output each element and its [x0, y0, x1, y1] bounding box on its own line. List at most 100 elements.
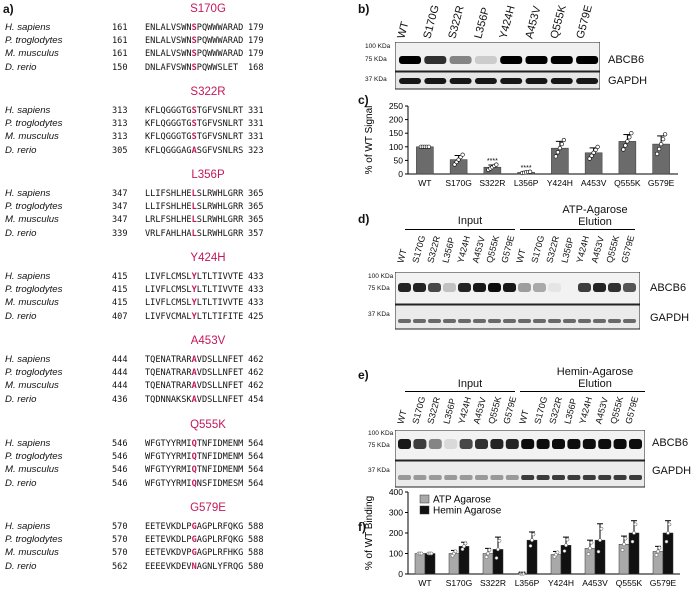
bar-q555k [628, 532, 640, 575]
species-name: M. musculus [5, 297, 59, 309]
lane-label: WT [395, 20, 412, 40]
d-lane-label: WT [395, 247, 409, 264]
mutated-residue: N [191, 561, 197, 572]
gapdh-band [503, 319, 516, 323]
gapdh-band [444, 475, 458, 480]
kda-100-marker: 100 KDa [365, 43, 391, 50]
species-name: D. rerio [5, 61, 37, 73]
panel-label-e: e) [358, 368, 369, 382]
residue-start: 150 [112, 62, 128, 73]
atp-agarose-title: ATP-Agarose [562, 204, 628, 216]
species-name: H. sapiens [5, 22, 51, 33]
kda-100-marker-e: 100 KDa [368, 430, 394, 437]
data-point [632, 531, 636, 535]
residue-start: 546 [112, 465, 128, 476]
abcb6-band [563, 283, 576, 292]
data-point [528, 169, 533, 174]
bar-a453v [594, 539, 606, 575]
data-point [659, 141, 664, 147]
y-tick-label: 200 [389, 528, 403, 538]
d-lane-label: L356P [559, 236, 576, 264]
lane-label: S170G [420, 3, 442, 41]
elution-bracket-e [520, 391, 645, 392]
abcb6-band [424, 56, 447, 64]
d-lane-label: S322R [425, 234, 442, 264]
data-point [657, 146, 662, 152]
d-lane-label: L356P [440, 236, 457, 264]
species-name: D. rerio [5, 477, 37, 489]
y-tick-label: 150 [389, 128, 403, 138]
d-lane-label: Q555K [603, 234, 621, 264]
data-point [588, 546, 592, 551]
mutated-residue: L [191, 202, 197, 213]
residue-end: 454 [248, 394, 264, 405]
mutated-residue: S [191, 36, 197, 47]
abcb6-band [428, 439, 442, 449]
sequence: VRLFAHLHALSLRWHLGRR [145, 228, 244, 239]
hemin-agarose-title: Hemin-Agarose [556, 366, 634, 378]
data-point [562, 549, 567, 553]
species-name: D. rerio [5, 560, 37, 572]
y-tick-label: 0 [398, 569, 403, 579]
abcb6-band [475, 439, 488, 449]
gapdh-band [576, 78, 599, 84]
bar-q555k [618, 544, 630, 575]
species-name: P. troglodytes [5, 451, 63, 463]
gapdh-band [629, 475, 642, 480]
data-point [553, 154, 558, 159]
lane-label: S322R [446, 4, 467, 41]
sequence: ENLALVSWNSPQWWWARAD [145, 36, 244, 47]
data-point [655, 151, 660, 156]
residue-end: 365 [248, 189, 264, 199]
mutation-title-l356p: L356P [191, 169, 225, 181]
mutated-residue: Y [191, 311, 197, 322]
mutated-residue: A [191, 145, 197, 156]
data-point [419, 551, 424, 556]
gapdh-band [459, 475, 473, 480]
residue-start: 161 [112, 36, 128, 47]
data-point [633, 522, 638, 527]
sequence: LIVFVCMALYLTLTIFITE [145, 311, 244, 322]
abcb6-label-e: ABCB6 [652, 437, 689, 449]
abcb6-band [582, 439, 596, 449]
e-lane-label: S170G [532, 395, 550, 425]
abcb6-band [536, 439, 550, 449]
species-name: M. musculus [5, 214, 59, 226]
bar-a453v [584, 548, 596, 575]
bar-wt [414, 553, 426, 575]
sequence: WFGTYYRMIQTNFIDMENM [145, 465, 244, 476]
bar-g579e [662, 532, 674, 575]
abcb6-label-d: ABCB6 [650, 282, 687, 294]
y-axis-label: % of WT Signal [364, 106, 375, 175]
abcb6-label: ABCB6 [608, 54, 645, 66]
sequence: WFGTYYRMIQTNFIDMENM [145, 439, 244, 449]
mutation-title-s322r: S322R [190, 86, 226, 98]
e-lane-label: Y424H [456, 395, 473, 425]
data-point [627, 135, 632, 140]
x-tick-label: S170G [445, 178, 471, 188]
gapdh-band [608, 319, 621, 323]
sequence: LIVFLCMSLYLTLTIVVTE [145, 298, 244, 309]
residue-start: 570 [112, 548, 128, 559]
abcb6-band [548, 283, 561, 292]
x-tick-label: A453V [582, 578, 608, 588]
data-point [657, 546, 662, 550]
abcb6-band [629, 439, 642, 449]
species-name: P. troglodytes [5, 35, 63, 47]
y-tick-label: 0 [398, 169, 403, 179]
residue-end: 433 [248, 272, 264, 282]
gapdh-band [536, 475, 550, 480]
input-label-e: Input [457, 378, 483, 390]
abcb6-band [578, 283, 591, 292]
x-tick-label: Y424H [547, 178, 573, 188]
mutated-residue: L [191, 189, 197, 199]
elution-label-e: Elution [578, 378, 612, 390]
sequence: KFLQGGGTGSTGFVSNLRT [145, 106, 244, 116]
gapdh-band [552, 475, 565, 480]
elution-bracket-d [520, 229, 635, 230]
e-lane-label: A453V [592, 396, 610, 425]
residue-start: 444 [112, 368, 128, 379]
e-lane-label: L356P [562, 397, 579, 425]
sequence: EEEEVKDEVNAGNLYFRQG [145, 561, 244, 572]
residue-start: 415 [112, 285, 128, 296]
